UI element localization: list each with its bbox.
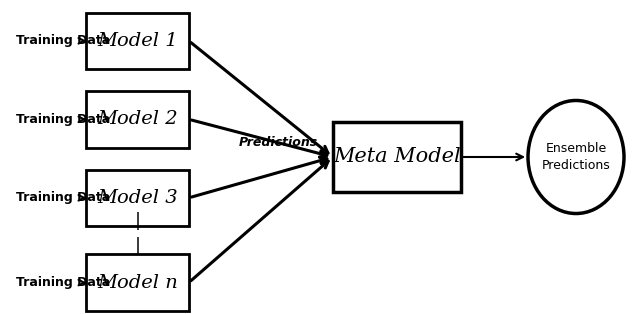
Text: Training Data: Training Data — [16, 276, 110, 289]
Bar — [86, 254, 189, 311]
Bar — [86, 170, 189, 226]
Text: Model n: Model n — [97, 273, 178, 292]
Bar — [333, 122, 461, 192]
Text: Training Data: Training Data — [16, 191, 110, 204]
Text: Ensemble
Predictions: Ensemble Predictions — [541, 142, 611, 172]
Text: Model 3: Model 3 — [97, 189, 178, 207]
Text: Training Data: Training Data — [16, 113, 110, 126]
Text: Model 2: Model 2 — [97, 110, 178, 128]
Text: |: | — [134, 237, 141, 256]
Text: Training Data: Training Data — [16, 34, 110, 47]
Text: Predictions: Predictions — [239, 136, 318, 149]
Bar — [86, 13, 189, 69]
Text: Meta Model: Meta Model — [333, 148, 461, 166]
Text: |: | — [134, 212, 141, 230]
Bar — [86, 91, 189, 148]
Ellipse shape — [528, 100, 624, 214]
Text: Model 1: Model 1 — [97, 32, 178, 50]
